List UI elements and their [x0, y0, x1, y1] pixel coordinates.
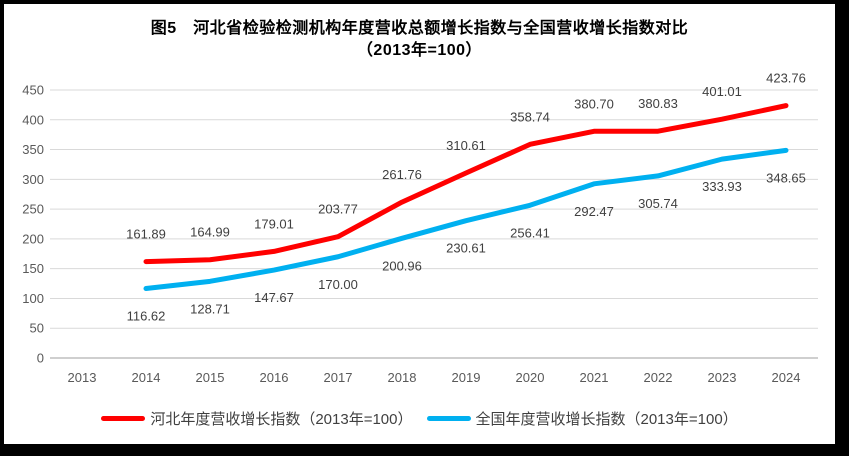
x-tick-label: 2023	[708, 370, 737, 385]
data-label: 230.61	[446, 241, 486, 256]
data-label: 261.76	[382, 167, 422, 182]
y-tick-label: 300	[22, 172, 44, 187]
y-tick-label: 200	[22, 231, 44, 246]
y-tick-label: 100	[22, 291, 44, 306]
data-label: 200.96	[382, 258, 422, 273]
y-tick-label: 150	[22, 261, 44, 276]
data-label: 305.74	[638, 196, 678, 211]
x-tick-label: 2016	[260, 370, 289, 385]
series-line	[143, 147, 789, 292]
data-label: 170.00	[318, 277, 358, 292]
x-tick-label: 2018	[388, 370, 417, 385]
legend-label-hebei: 河北年度营收增长指数（2013年=100）	[150, 410, 413, 428]
x-tick-label: 2020	[516, 370, 545, 385]
legend-label-national: 全国年度营收增长指数（2013年=100）	[475, 410, 738, 428]
legend-line-swatch-red	[101, 415, 146, 421]
x-tick-label: 2014	[132, 370, 161, 385]
data-label: 164.99	[190, 225, 230, 240]
chart-legend: 河北年度营收增长指数（2013年=100） 全国年度营收增长指数（2013年=1…	[4, 407, 835, 429]
y-tick-label: 400	[22, 112, 44, 127]
chart-area: 图5 河北省检验检测机构年度营收总额增长指数与全国营收增长指数对比 （2013年…	[4, 4, 835, 444]
data-label: 128.71	[190, 301, 230, 316]
y-tick-label: 50	[30, 321, 44, 336]
line-chart-plot: 0 50 100 150 200 250 300 350 400 450 2013 2014 2015 2…	[22, 71, 818, 385]
x-tick-label: 2015	[196, 370, 225, 385]
x-tick-label: 2024	[772, 370, 801, 385]
chart-title-line2: （2013年=100）	[356, 42, 483, 59]
x-tick-label: 2022	[644, 370, 673, 385]
x-tick-label: 2017	[324, 370, 353, 385]
x-tick-label: 2013	[68, 370, 97, 385]
legend-line-swatch-blue	[426, 415, 471, 421]
x-tick-label: 2019	[452, 370, 481, 385]
y-tick-label: 250	[22, 202, 44, 217]
legend-entry-national: 全国年度营收增长指数（2013年=100）	[426, 408, 738, 429]
data-label: 310.61	[446, 138, 486, 153]
y-tick-label: 0	[37, 351, 44, 366]
data-label: 348.65	[766, 170, 806, 185]
data-label: 401.01	[702, 84, 742, 99]
data-label: 358.74	[510, 109, 550, 124]
data-label: 292.47	[574, 204, 614, 219]
data-label: 203.77	[318, 202, 358, 217]
data-label: 256.41	[510, 225, 550, 240]
chart-title: 图5 河北省检验检测机构年度营收总额增长指数与全国营收增长指数对比 （2013年…	[4, 18, 835, 62]
series-line	[143, 103, 789, 265]
data-label: 179.01	[254, 216, 294, 231]
x-tick-label: 2021	[580, 370, 609, 385]
data-label: 423.76	[766, 71, 806, 86]
data-label: 380.83	[638, 96, 678, 111]
y-tick-label: 450	[22, 83, 44, 98]
legend-entry-hebei: 河北年度营收增长指数（2013年=100）	[101, 408, 413, 429]
data-label: 147.67	[254, 290, 294, 305]
chart-title-line1: 图5 河北省检验检测机构年度营收总额增长指数与全国营收增长指数对比	[150, 20, 689, 37]
data-label: 333.93	[702, 179, 742, 194]
data-label: 161.89	[126, 227, 166, 242]
data-label: 116.62	[127, 309, 166, 324]
y-tick-label: 350	[22, 142, 44, 157]
data-label: 380.70	[574, 96, 614, 111]
